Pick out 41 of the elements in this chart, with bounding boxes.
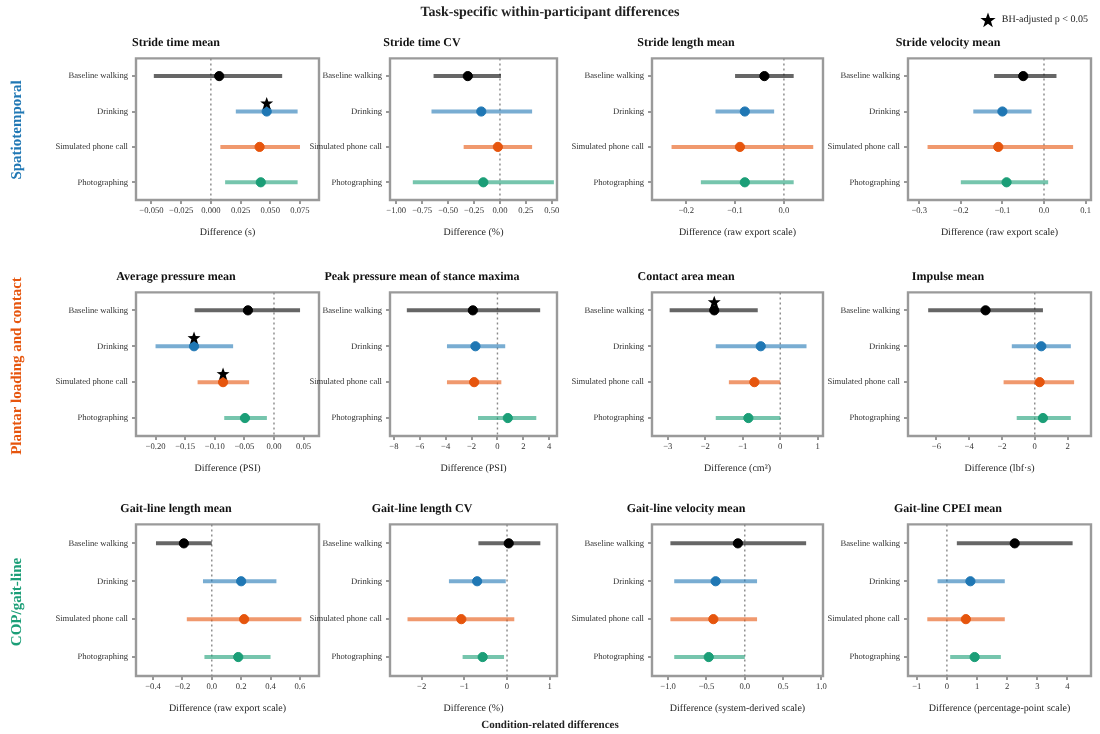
- point: [997, 106, 1008, 117]
- point: [462, 71, 473, 82]
- point: [708, 614, 719, 625]
- point: [470, 341, 481, 352]
- point: [1001, 177, 1012, 188]
- point: [188, 341, 200, 352]
- point: [217, 377, 229, 388]
- point: [476, 106, 487, 117]
- point: [710, 576, 721, 587]
- point: [502, 412, 513, 424]
- point: [1036, 341, 1047, 352]
- point: [478, 177, 489, 188]
- point: [178, 538, 189, 549]
- point: [239, 614, 250, 625]
- point: [456, 614, 467, 625]
- point: [960, 614, 971, 625]
- point: [993, 141, 1004, 152]
- point: [236, 576, 247, 587]
- point: [467, 305, 478, 316]
- point: [743, 412, 754, 424]
- point: [1018, 71, 1029, 82]
- point: [255, 177, 266, 188]
- point: [239, 412, 251, 424]
- point: [469, 377, 480, 388]
- point: [1037, 412, 1049, 424]
- point: [732, 538, 743, 549]
- point: [965, 576, 976, 587]
- point: [477, 651, 488, 663]
- point: [749, 377, 760, 388]
- point: [1034, 377, 1045, 388]
- point: [492, 141, 503, 152]
- point: [1009, 538, 1020, 549]
- point: [969, 651, 980, 663]
- point: [980, 305, 991, 316]
- point: [254, 141, 265, 152]
- point: [703, 651, 714, 663]
- point: [261, 106, 272, 117]
- point: [233, 651, 244, 663]
- point: [755, 341, 766, 352]
- point: [503, 538, 514, 549]
- point: [472, 576, 483, 587]
